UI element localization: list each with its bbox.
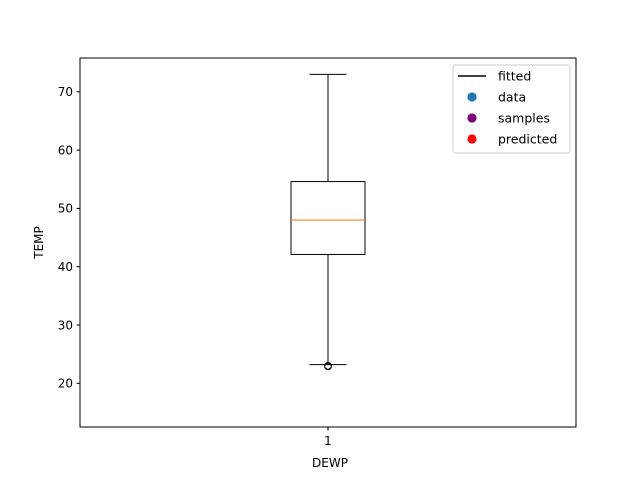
legend-label: predicted: [498, 131, 557, 146]
x-tick-label: 1: [324, 434, 332, 448]
legend: fitted data samples predicted: [452, 64, 571, 154]
y-tick-label: 50: [58, 202, 73, 216]
plot-frame: [79, 57, 577, 428]
y-axis-label: TEMP: [32, 226, 46, 260]
y-tick-label: 40: [58, 260, 73, 274]
legend-label: fitted: [498, 68, 531, 83]
y-axis: 20 30 40 50 60 70: [58, 85, 80, 391]
legend-label: samples: [498, 110, 550, 125]
outlier-point: [324, 362, 332, 371]
legend-circle-marker: [467, 134, 477, 144]
x-axis-label: DEWP: [312, 456, 348, 470]
y-tick-label: 60: [58, 143, 73, 157]
x-axis: 1: [324, 427, 332, 448]
box-iqr: [290, 181, 366, 255]
box-plot: [290, 73, 366, 371]
legend-circle-marker: [467, 92, 477, 102]
legend-label: data: [498, 89, 526, 104]
y-tick-label: 20: [58, 377, 73, 391]
y-tick-label: 30: [58, 318, 73, 332]
legend-circle-marker: [467, 113, 477, 123]
legend-box: [452, 64, 571, 154]
y-tick-label: 70: [58, 85, 73, 99]
